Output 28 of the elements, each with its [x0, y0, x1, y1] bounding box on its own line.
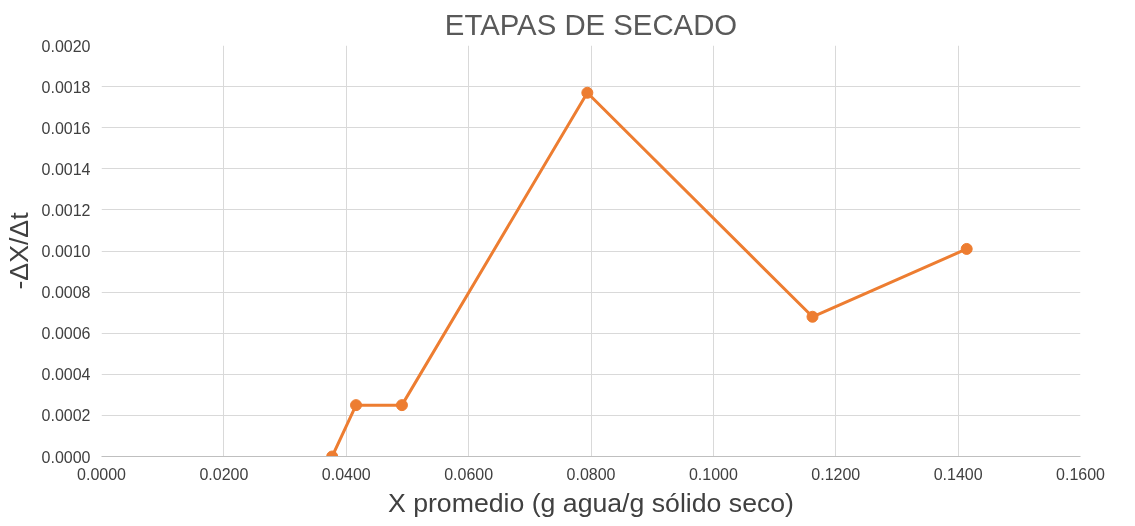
x-tick-label: 0.0200 [199, 465, 249, 483]
x-tick-label: 0.1600 [1056, 465, 1106, 483]
y-axis-title: -ΔX/Δt [3, 211, 34, 290]
y-tick-label: 0.0018 [41, 78, 91, 96]
point [960, 242, 973, 255]
y-tick-label: 0.0014 [41, 160, 91, 178]
x-tick-label: 0.1400 [933, 465, 983, 483]
y-tick-label: 0.0006 [41, 325, 91, 343]
x-tick-label: 0.0800 [566, 465, 616, 483]
y-tick-label: 0.0010 [41, 243, 91, 260]
y-tick-label: 0.0008 [41, 284, 91, 302]
y-tick-label: 0.0004 [41, 366, 91, 384]
y-tick-label: 0.0012 [41, 201, 91, 219]
point [395, 399, 408, 412]
y-tick-label: 0.0002 [41, 407, 91, 425]
point [350, 399, 363, 412]
y-tick-label: 0.0000 [41, 448, 91, 466]
x-axis-title: X promedio (g agua/g sólido seco) [388, 487, 795, 518]
x-tick-label: 0.0600 [444, 465, 494, 483]
point [581, 86, 594, 99]
chart-title: ETAPAS DE SECADO [444, 7, 738, 41]
y-tick-label: 0.0020 [41, 37, 91, 55]
x-tick-label: 0.1000 [688, 465, 738, 483]
x-tick-label: 0.1200 [811, 465, 861, 483]
x-tick-label: 0.0000 [77, 465, 127, 483]
y-tick-label: 0.0016 [41, 119, 91, 137]
x-tick-label: 0.0400 [321, 465, 371, 483]
point [806, 310, 819, 323]
